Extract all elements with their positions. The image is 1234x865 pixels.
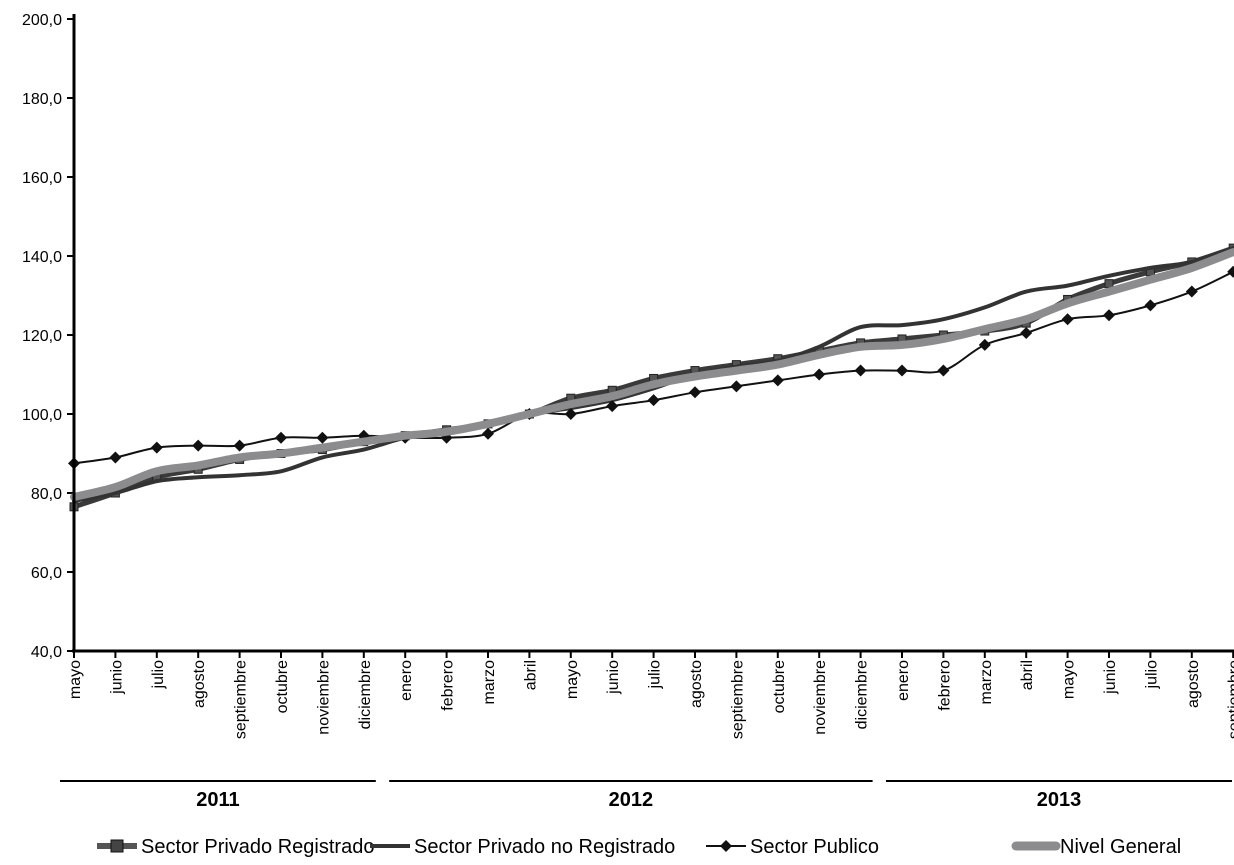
data-point — [1227, 265, 1234, 278]
legend-marker — [110, 839, 124, 853]
y-axis: 200,0 180,0 160,0 140,0 120,0 100,0 80,0 60,0 40… — [22, 12, 74, 661]
legend-label-sector-privado-no-registrado: Sector Privado no Registrado — [414, 836, 675, 858]
data-point — [1144, 299, 1157, 312]
series-line-sector-publico — [73, 270, 1234, 465]
x-axis: mayo junio julio agosto septiembre octubre nov… — [67, 651, 1234, 739]
x-tick-label: octubre — [274, 660, 291, 713]
x-tick-label: junio — [1102, 660, 1119, 695]
data-point — [771, 374, 784, 387]
x-tick-label: febrero — [440, 660, 457, 711]
x-tick-label: abril — [522, 660, 539, 690]
x-tick-label: julio — [150, 660, 167, 690]
x-tick-label: mayo — [1061, 660, 1078, 699]
data-point — [564, 408, 577, 420]
x-tick-label: octubre — [771, 660, 788, 713]
data-point — [813, 368, 826, 381]
y-tick-label: 40,0 — [31, 644, 62, 661]
y-tick-label: 200,0 — [22, 12, 62, 29]
y-tick-label: 120,0 — [22, 328, 62, 345]
x-tick-label: septiembre — [1226, 660, 1234, 739]
data-point — [275, 431, 287, 444]
data-point — [109, 451, 122, 464]
data-point — [233, 439, 246, 452]
x-tick-label: julio — [1143, 660, 1160, 690]
x-tick-label: julio — [647, 660, 664, 690]
data-point — [854, 364, 867, 377]
x-tick-label: septiembre — [729, 660, 746, 739]
legend: Sector Privado Registrado Sector Privado … — [97, 836, 1181, 858]
y-tick-label: 140,0 — [22, 249, 62, 266]
x-tick-label: agosto — [191, 660, 208, 708]
x-tick-label: diciembre — [854, 660, 871, 729]
x-tick-label: marzo — [481, 660, 498, 705]
x-tick-label: mayo — [564, 660, 581, 699]
y-tick-label: 100,0 — [22, 407, 62, 424]
legend-label-sector-publico: Sector Publico — [750, 836, 879, 858]
x-tick-label: agosto — [688, 660, 705, 708]
y-tick-label: 80,0 — [31, 486, 62, 503]
axes — [72, 14, 1234, 653]
x-tick-label: marzo — [978, 660, 995, 705]
data-point — [1185, 285, 1198, 298]
series-line-nivel-general — [70, 248, 1234, 501]
data-point — [482, 427, 494, 440]
data-point — [316, 431, 329, 444]
data-point — [896, 364, 908, 377]
y-tick-label: 160,0 — [22, 170, 62, 187]
data-point — [647, 394, 660, 407]
x-tick-label: septiembre — [233, 660, 250, 739]
year-label: 2012 — [609, 789, 654, 811]
x-tick-label: junio — [605, 660, 622, 695]
data-point — [689, 386, 701, 399]
year-label: 2011 — [196, 789, 239, 811]
data-point — [730, 380, 743, 393]
series-lines — [68, 243, 1234, 512]
data-point — [192, 439, 205, 452]
x-tick-label: junio — [108, 660, 125, 695]
data-point — [1104, 279, 1114, 289]
legend-label-nivel-general: Nivel General — [1060, 836, 1181, 858]
x-tick-label: febrero — [936, 660, 953, 711]
data-point — [1020, 327, 1033, 340]
year-groups: 2011 2012 2013 — [60, 780, 1232, 811]
legend-label-sector-privado-registrado: Sector Privado Registrado — [141, 836, 374, 858]
data-point — [1103, 309, 1115, 322]
x-tick-label: enero — [895, 660, 912, 701]
data-point — [606, 400, 619, 413]
x-tick-label: abril — [1019, 660, 1036, 690]
x-tick-label: noviembre — [315, 660, 332, 735]
x-tick-label: noviembre — [812, 660, 829, 735]
x-tick-label: diciembre — [357, 660, 374, 729]
data-point — [150, 441, 163, 454]
data-point — [937, 364, 950, 377]
x-tick-label: enero — [398, 660, 415, 701]
x-tick-label: mayo — [67, 660, 84, 699]
legend-marker — [720, 840, 732, 852]
x-tick-label: agosto — [1185, 660, 1202, 708]
y-tick-label: 60,0 — [31, 565, 62, 582]
y-tick-label: 180,0 — [22, 91, 62, 108]
data-point — [978, 338, 991, 351]
year-label: 2013 — [1037, 789, 1082, 811]
data-point — [1061, 313, 1074, 326]
